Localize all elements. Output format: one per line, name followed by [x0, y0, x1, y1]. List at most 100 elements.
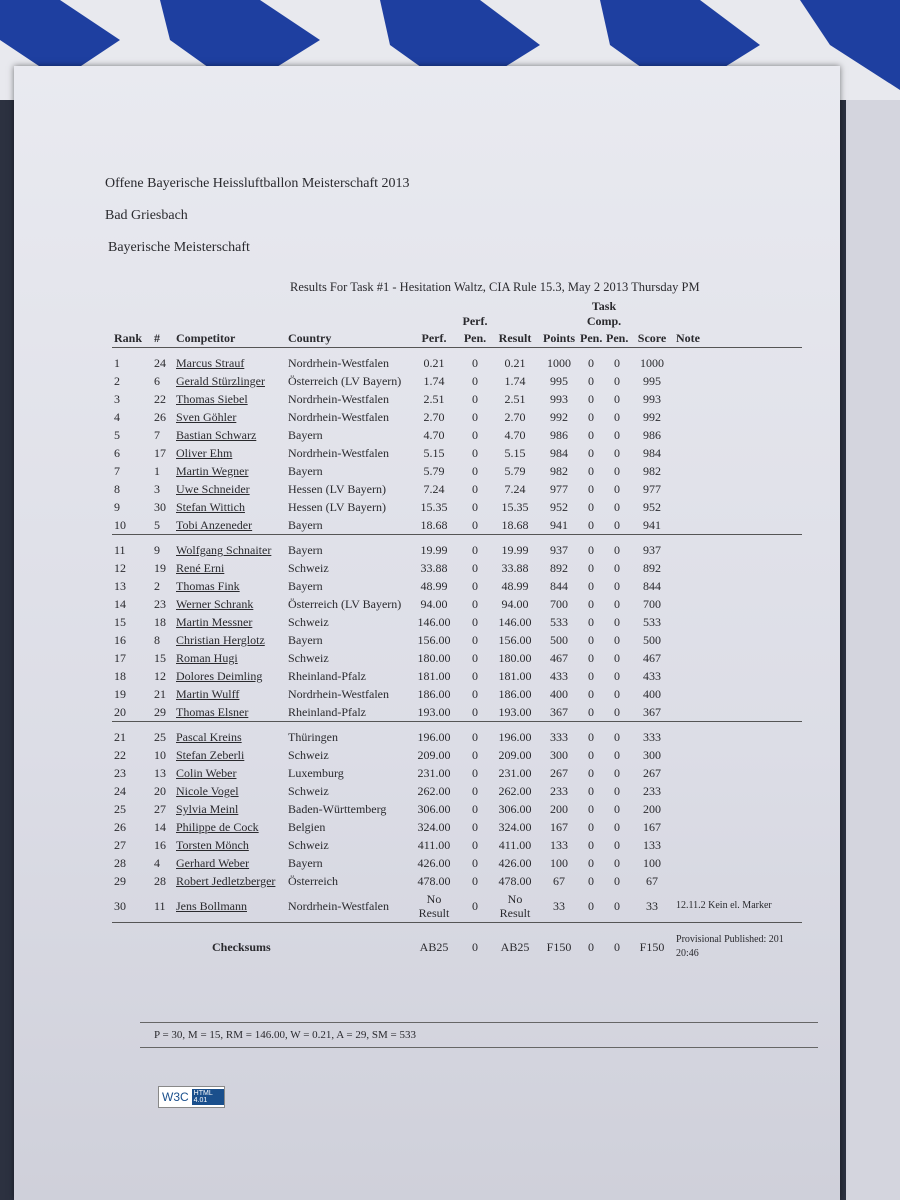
pen-cell: 0 — [614, 856, 621, 870]
column-header: Points — [543, 331, 576, 345]
empty-cell — [674, 667, 802, 685]
result-row: 17 15 Roman Hugi Schweiz 180.00 0 180.00 467 0 0 4… — [112, 649, 802, 667]
result-cell: 0.21 — [504, 356, 526, 370]
column-header: Pen. — [606, 331, 629, 345]
result-row: 21 25 Pascal Kreins Thüringen 196.00 0 196.00 3… — [112, 722, 802, 747]
country-cell: Bayern — [288, 579, 323, 593]
num-cell: 28 — [154, 874, 166, 888]
perf-pen-cell: 0 — [472, 766, 479, 780]
perf-cell: 181.00 — [417, 669, 451, 683]
points-cell: 992 — [550, 410, 569, 424]
empty-cell — [674, 390, 802, 408]
empty-cell — [674, 372, 802, 390]
task-pen-cell: 0 — [588, 899, 595, 913]
competitor-cell: Bastian Schwarz — [176, 428, 257, 442]
competitor-cell: Sven Göhler — [176, 410, 237, 424]
points-cell: 986 — [550, 428, 569, 442]
rank-cell: 9 — [114, 500, 120, 514]
result-cell: 5.15 — [504, 446, 526, 460]
num-cell: 18 — [154, 615, 166, 629]
perf-pen-cell: 0 — [472, 784, 479, 798]
pen-cell: 0 — [614, 500, 621, 514]
competitor-cell: Wolfgang Schnaiter — [176, 543, 272, 557]
perf-cell: 18.68 — [420, 518, 448, 532]
num-cell: 17 — [154, 446, 166, 460]
perf-cell: No Result — [418, 892, 450, 920]
pen-cell: 0 — [614, 446, 621, 460]
competitor-cell: Stefan Wittich — [176, 500, 245, 514]
rank-cell: 21 — [114, 730, 126, 744]
score-cell: 267 — [643, 766, 662, 780]
summary: P = 30, M = 15, RM = 146.00, W = 0.21, A… — [140, 1022, 818, 1048]
pen-cell: 0 — [614, 374, 621, 388]
num-cell: 3 — [154, 482, 160, 496]
perf-pen-cell: 0 — [472, 579, 479, 593]
perf-cell: 306.00 — [417, 802, 451, 816]
column-header: Score — [637, 331, 667, 345]
badge-small: HTML 4.01 — [191, 1089, 224, 1105]
points-cell: 300 — [550, 748, 569, 762]
pen-cell: 0 — [614, 464, 621, 478]
competitor-cell: Christian Herglotz — [176, 633, 265, 647]
score-cell: 467 — [643, 651, 662, 665]
pen-cell: 0 — [614, 356, 621, 370]
result-cell: 262.00 — [498, 784, 532, 798]
country-cell: Schweiz — [288, 651, 329, 665]
points-cell: 100 — [550, 856, 569, 870]
country-cell: Nordrhein-Westfalen — [288, 899, 389, 913]
empty-cell — [674, 782, 802, 800]
result-row: 25 27 Sylvia Meinl Baden-Württemberg 306.00 0… — [112, 800, 802, 818]
score-cell: 533 — [643, 615, 662, 629]
pen-cell: 0 — [614, 428, 621, 442]
perf-cell: 426.00 — [417, 856, 451, 870]
result-row: 1 24 Marcus Strauf Nordrhein-Westfalen 0.21 0… — [112, 348, 802, 373]
result-cell: 478.00 — [498, 874, 532, 888]
points-cell: 844 — [550, 579, 569, 593]
result-row: 18 12 Dolores Deimling Rheinland-Pfalz 181.0… — [112, 667, 802, 685]
empty-cell — [674, 703, 802, 722]
result-row: 22 10 Stefan Zeberli Schweiz 209.00 0 209.00 30… — [112, 746, 802, 764]
task-pen-cell: 0 — [588, 633, 595, 647]
empty-cell — [674, 872, 802, 890]
points-cell: 982 — [550, 464, 569, 478]
empty-cell — [674, 631, 802, 649]
score-cell: 993 — [643, 392, 662, 406]
competitor-cell: Nicole Vogel — [176, 784, 239, 798]
result-row: 28 4 Gerhard Weber Bayern 426.00 0 426.00 100 0 0… — [112, 854, 802, 872]
score-cell: 977 — [643, 482, 662, 496]
empty-cell — [674, 836, 802, 854]
competitor-cell: Marcus Strauf — [176, 356, 245, 370]
table-header: Perf. Task Comp. Rank # Competitor Country P… — [112, 298, 802, 348]
perf-cell: 2.70 — [423, 410, 445, 424]
perf-cell: 48.99 — [420, 579, 448, 593]
rank-cell: 28 — [114, 856, 126, 870]
score-cell: 995 — [643, 374, 662, 388]
num-cell: 24 — [154, 356, 166, 370]
perf-cell: 4.70 — [423, 428, 445, 442]
empty-cell — [674, 535, 802, 560]
column-header: Note — [676, 331, 701, 345]
competitor-cell: Stefan Zeberli — [176, 748, 245, 762]
score-cell: 67 — [646, 874, 659, 888]
result-cell: 48.99 — [501, 579, 529, 593]
num-cell: 25 — [154, 730, 166, 744]
country-cell: Bayern — [288, 464, 323, 478]
points-cell: 133 — [550, 838, 569, 852]
empty-cell — [674, 854, 802, 872]
rank-cell: 16 — [114, 633, 126, 647]
rank-cell: 8 — [114, 482, 120, 496]
pen-cell: 0 — [614, 899, 621, 913]
competitor-cell: Gerhard Weber — [176, 856, 250, 870]
task-pen-cell: 0 — [588, 518, 595, 532]
group-header-row: Perf. Task Comp. — [112, 298, 802, 330]
result-row: 29 28 Robert Jedletzberger Österreich 478.00… — [112, 872, 802, 890]
perf-cell: 1.74 — [423, 374, 445, 388]
pen-cell: 0 — [614, 766, 621, 780]
num-cell: 22 — [154, 392, 166, 406]
checksum-row: Checksums AB25 0 AB25 F150 0 0 F150 Provisional … — [112, 922, 803, 963]
pen-cell: 0 — [614, 410, 621, 424]
points-cell: 400 — [550, 687, 569, 701]
num-cell: 12 — [154, 669, 166, 683]
results-table: Perf. Task Comp. Rank # Competitor Country P… — [112, 298, 803, 963]
perf-pen-cell: 0 — [472, 410, 479, 424]
